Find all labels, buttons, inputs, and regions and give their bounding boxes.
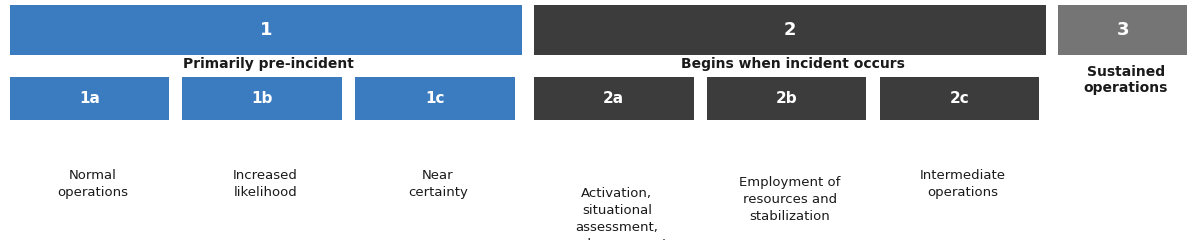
Text: 1c: 1c xyxy=(425,91,445,106)
FancyBboxPatch shape xyxy=(1058,5,1187,55)
FancyBboxPatch shape xyxy=(707,77,866,120)
FancyBboxPatch shape xyxy=(10,77,169,120)
FancyBboxPatch shape xyxy=(534,77,694,120)
Text: 1: 1 xyxy=(259,21,272,39)
Text: Near
certainty: Near certainty xyxy=(408,169,468,199)
FancyBboxPatch shape xyxy=(182,77,342,120)
FancyBboxPatch shape xyxy=(534,5,1046,55)
Text: Normal
operations: Normal operations xyxy=(56,169,128,199)
Text: Increased
likelihood: Increased likelihood xyxy=(233,169,298,199)
Text: 2c: 2c xyxy=(949,91,970,106)
FancyBboxPatch shape xyxy=(880,77,1039,120)
Text: 3: 3 xyxy=(1116,21,1129,39)
Text: Activation,
situational
assessment,
and movement: Activation, situational assessment, and … xyxy=(566,187,667,240)
Text: Primarily pre-incident: Primarily pre-incident xyxy=(184,57,354,71)
FancyBboxPatch shape xyxy=(355,77,515,120)
Text: 1a: 1a xyxy=(79,91,100,106)
Text: 1b: 1b xyxy=(252,91,272,106)
Text: 2a: 2a xyxy=(604,91,624,106)
FancyBboxPatch shape xyxy=(10,5,522,55)
Text: 2b: 2b xyxy=(775,91,798,106)
Text: Intermediate
operations: Intermediate operations xyxy=(919,169,1006,199)
Text: 2: 2 xyxy=(784,21,797,39)
Text: Begins when incident occurs: Begins when incident occurs xyxy=(682,57,905,71)
Text: Sustained
operations: Sustained operations xyxy=(1084,65,1168,96)
Text: Employment of
resources and
stabilization: Employment of resources and stabilizatio… xyxy=(739,176,840,223)
